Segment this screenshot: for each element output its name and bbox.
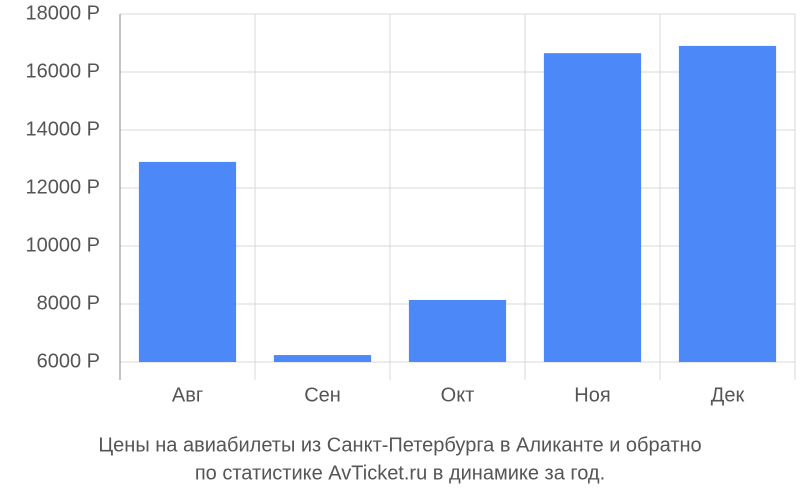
bar [408, 299, 507, 363]
x-tick-label: Авг [172, 384, 203, 406]
bar [678, 45, 777, 363]
chart-title: Цены на авиабилеты из Санкт-Петербурга в… [98, 434, 701, 456]
x-tick-label: Окт [441, 384, 475, 406]
chart-title: по статистике AvTicket.ru в динамике за … [195, 462, 605, 484]
bar [138, 161, 237, 363]
y-tick-label: 8000 Р [37, 292, 100, 314]
y-tick-label: 16000 Р [25, 60, 100, 82]
x-tick-label: Ноя [574, 384, 610, 406]
y-tick-label: 18000 Р [25, 2, 100, 24]
y-tick-label: 6000 Р [37, 350, 100, 372]
bar [273, 355, 372, 363]
y-tick-label: 12000 Р [25, 176, 100, 198]
bar [543, 53, 642, 363]
x-tick-label: Сен [304, 384, 341, 406]
x-tick-label: Дек [711, 384, 745, 406]
y-tick-label: 14000 Р [25, 118, 100, 140]
y-tick-label: 10000 Р [25, 234, 100, 256]
